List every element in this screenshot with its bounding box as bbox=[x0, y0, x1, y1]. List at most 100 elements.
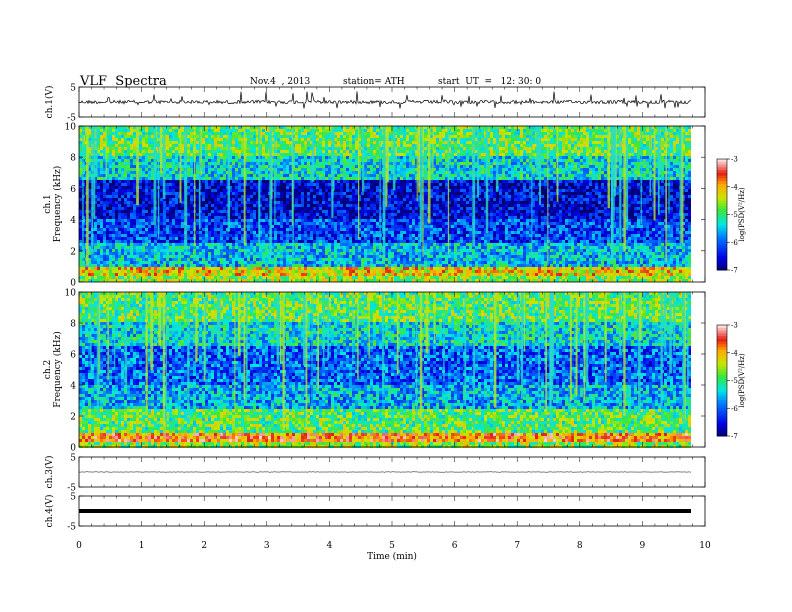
heatmap-cell bbox=[115, 189, 118, 192]
heatmap-cell bbox=[358, 150, 361, 153]
heatmap-cell bbox=[130, 141, 133, 144]
heatmap-cell bbox=[490, 180, 493, 183]
heatmap-cell bbox=[598, 165, 601, 168]
heatmap-cell bbox=[511, 168, 514, 171]
heatmap-cell bbox=[289, 162, 292, 165]
heatmap-cell bbox=[655, 138, 658, 141]
heatmap-cell bbox=[388, 129, 391, 132]
heatmap-cell bbox=[349, 159, 352, 162]
heatmap-cell bbox=[109, 159, 112, 162]
heatmap-cell bbox=[403, 189, 406, 192]
heatmap-cell bbox=[94, 186, 97, 189]
heatmap-cell bbox=[445, 159, 448, 162]
heatmap-cell bbox=[115, 171, 118, 174]
heatmap-cell bbox=[196, 195, 199, 198]
heatmap-cell bbox=[565, 153, 568, 156]
heatmap-cell bbox=[313, 162, 316, 165]
heatmap-cell bbox=[586, 183, 589, 186]
heatmap-cell bbox=[643, 156, 646, 159]
heatmap-cell bbox=[328, 165, 331, 168]
heatmap-cell bbox=[319, 147, 322, 150]
heatmap-cell bbox=[367, 186, 370, 189]
heatmap-cell bbox=[322, 192, 325, 195]
heatmap-cell bbox=[520, 138, 523, 141]
heatmap-cell bbox=[139, 150, 142, 153]
heatmap-cell bbox=[232, 189, 235, 192]
heatmap-cell bbox=[289, 195, 292, 198]
heatmap-cell bbox=[355, 195, 358, 198]
heatmap-cell bbox=[130, 153, 133, 156]
heatmap-cell bbox=[373, 141, 376, 144]
heatmap-cell bbox=[424, 147, 427, 150]
heatmap-cell bbox=[517, 159, 520, 162]
heatmap-cell bbox=[508, 150, 511, 153]
heatmap-cell bbox=[604, 162, 607, 165]
heatmap-cell bbox=[289, 156, 292, 159]
heatmap-cell bbox=[682, 132, 685, 135]
heatmap-cell bbox=[502, 171, 505, 174]
heatmap-cell bbox=[352, 129, 355, 132]
heatmap-cell bbox=[358, 153, 361, 156]
heatmap-cell bbox=[454, 192, 457, 195]
heatmap-cell bbox=[388, 132, 391, 135]
heatmap-cell bbox=[97, 174, 100, 177]
heatmap-cell bbox=[349, 150, 352, 153]
heatmap-cell bbox=[475, 186, 478, 189]
heatmap-cell bbox=[226, 168, 229, 171]
heatmap-cell bbox=[586, 168, 589, 171]
heatmap-cell bbox=[550, 141, 553, 144]
heatmap-cell bbox=[493, 189, 496, 192]
heatmap-cell bbox=[655, 177, 658, 180]
heatmap-cell bbox=[232, 162, 235, 165]
heatmap-cell bbox=[304, 165, 307, 168]
heatmap-cell bbox=[316, 153, 319, 156]
heatmap-cell bbox=[118, 177, 121, 180]
heatmap-cell bbox=[547, 132, 550, 135]
heatmap-cell bbox=[490, 156, 493, 159]
heatmap-cell bbox=[100, 144, 103, 147]
heatmap-cell bbox=[265, 141, 268, 144]
heatmap-cell bbox=[406, 144, 409, 147]
heatmap-cell bbox=[454, 141, 457, 144]
heatmap-cell bbox=[337, 141, 340, 144]
heatmap-cell bbox=[436, 135, 439, 138]
heatmap-cell bbox=[406, 189, 409, 192]
heatmap-cell bbox=[265, 180, 268, 183]
heatmap-cell bbox=[499, 180, 502, 183]
heatmap-cell bbox=[442, 126, 445, 129]
heatmap-cell bbox=[601, 153, 604, 156]
heatmap-cell bbox=[577, 126, 580, 129]
heatmap-cell bbox=[304, 129, 307, 132]
heatmap-cell bbox=[124, 126, 127, 129]
heatmap-cell bbox=[586, 177, 589, 180]
heatmap-cell bbox=[112, 144, 115, 147]
heatmap-cell bbox=[577, 135, 580, 138]
heatmap-cell bbox=[301, 135, 304, 138]
heatmap-cell bbox=[265, 195, 268, 198]
heatmap-cell bbox=[295, 141, 298, 144]
heatmap-cell bbox=[487, 174, 490, 177]
heatmap-cell bbox=[211, 156, 214, 159]
heatmap-cell bbox=[373, 189, 376, 192]
heatmap-cell bbox=[478, 177, 481, 180]
heatmap-cell bbox=[574, 165, 577, 168]
heatmap-cell bbox=[442, 135, 445, 138]
heatmap-cell bbox=[637, 156, 640, 159]
heatmap-cell bbox=[631, 189, 634, 192]
heatmap-cell bbox=[301, 153, 304, 156]
heatmap-cell bbox=[523, 132, 526, 135]
heatmap-cell bbox=[433, 177, 436, 180]
heatmap-cell bbox=[544, 138, 547, 141]
heatmap-cell bbox=[616, 174, 619, 177]
heatmap-cell bbox=[364, 153, 367, 156]
heatmap-cell bbox=[433, 126, 436, 129]
heatmap-cell bbox=[487, 189, 490, 192]
heatmap-cell bbox=[259, 129, 262, 132]
heatmap-cell bbox=[274, 144, 277, 147]
heatmap-cell bbox=[340, 144, 343, 147]
heatmap-cell bbox=[187, 192, 190, 195]
heatmap-cell bbox=[451, 147, 454, 150]
heatmap-cell bbox=[574, 171, 577, 174]
heatmap-cell bbox=[577, 171, 580, 174]
heatmap-cell bbox=[151, 156, 154, 159]
